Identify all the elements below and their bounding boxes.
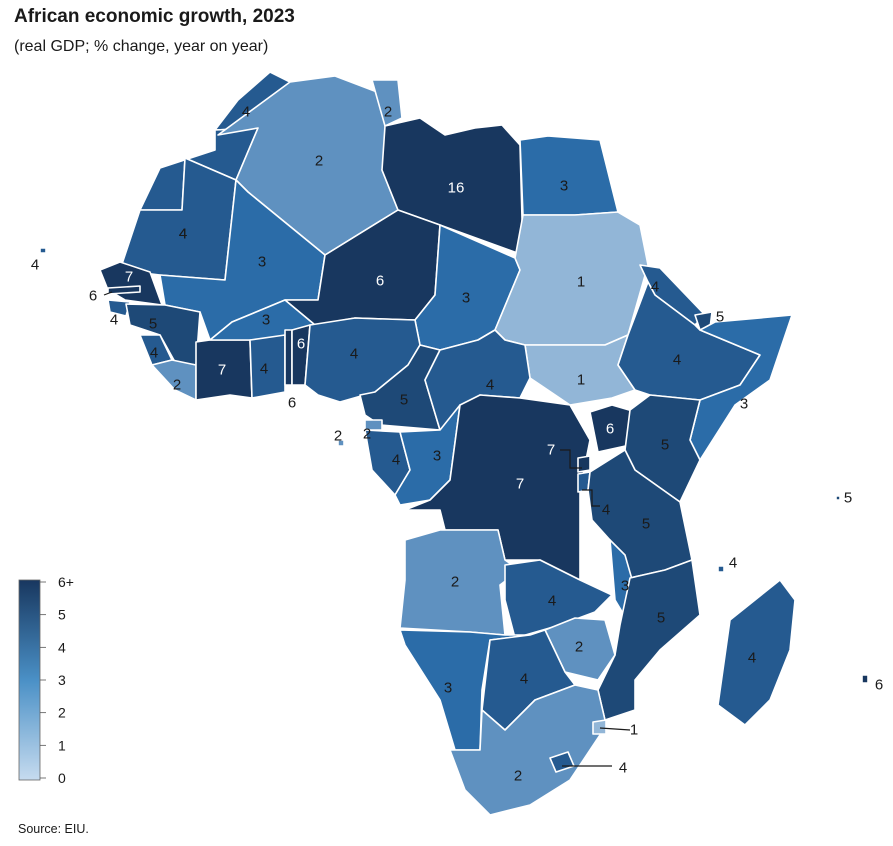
country-label-niger: 6 (376, 273, 384, 290)
leader-line (599, 727, 631, 731)
country-label-south-africa: 2 (514, 768, 522, 785)
country-label-somalia: 3 (740, 396, 748, 413)
country-label-mali: 3 (258, 254, 266, 271)
country-rwanda (577, 455, 591, 473)
country-mozambique (597, 559, 701, 721)
country-label-guinea-bissau: 4 (110, 312, 118, 329)
country-south-africa (449, 684, 606, 816)
country-namibia (399, 629, 531, 751)
country-label-eritrea: 4 (651, 279, 659, 296)
leader-line (560, 449, 582, 469)
country-comoros (717, 565, 725, 573)
country-label-gabon: 4 (392, 452, 400, 469)
country-label-djibouti: 5 (716, 309, 724, 326)
country-label-eswatini: 1 (630, 722, 638, 739)
country-label-dr-congo: 7 (516, 476, 524, 493)
country-label-guinea: 5 (149, 316, 157, 333)
country-label-mauritania: 4 (179, 226, 187, 243)
leader-line (103, 291, 113, 296)
country-label-congo: 3 (433, 448, 441, 465)
country-madagascar (717, 579, 796, 726)
country-togo (284, 329, 293, 386)
legend-tick-label: 5 (58, 607, 66, 623)
country-label-cote-divoire: 7 (218, 362, 226, 379)
country-label-zimbabwe: 2 (575, 639, 583, 656)
country-label-south-sudan: 1 (577, 372, 585, 389)
legend-tick-label: 0 (58, 770, 66, 786)
country-label-chad: 3 (462, 290, 470, 307)
country-label-algeria: 2 (315, 153, 323, 170)
country-label-morocco: 4 (242, 104, 250, 121)
country-label-equatorial-guinea: 2 (363, 426, 371, 443)
country-label-western-sahara: 4 (179, 226, 187, 243)
country-label-botswana: 4 (520, 671, 528, 688)
country-label-mozambique: 5 (657, 610, 665, 627)
country-label-malawi: 3 (621, 578, 629, 595)
country-label-angola: 2 (451, 574, 459, 591)
country-egypt (519, 135, 619, 216)
country-ghana (249, 334, 286, 399)
country-label-madagascar: 4 (748, 650, 756, 667)
country-label-togo: 6 (288, 395, 296, 412)
country-label-sao-tome: 2 (334, 428, 342, 445)
country-label-libya: 16 (448, 180, 465, 197)
country-label-comoros: 4 (729, 555, 737, 572)
country-label-ghana: 4 (260, 361, 268, 378)
leader-line (582, 489, 600, 507)
country-gambia (107, 285, 141, 295)
country-label-central-african-republic: 4 (486, 377, 494, 394)
country-label-burundi: 4 (602, 502, 610, 519)
country-tunisia (371, 79, 403, 127)
country-label-lesotho: 4 (619, 760, 627, 777)
country-guinea-bissau (107, 299, 131, 317)
country-label-zambia: 4 (548, 593, 556, 610)
country-label-kenya: 5 (661, 437, 669, 454)
country-south-sudan (524, 334, 636, 406)
country-mauritius (861, 674, 869, 684)
chart-title: African economic growth, 2023 (14, 6, 295, 27)
country-label-cameroon: 5 (400, 392, 408, 409)
country-label-sierra-leone: 4 (150, 345, 158, 362)
country-label-rwanda: 7 (547, 442, 555, 459)
country-label-senegal: 7 (125, 269, 133, 286)
country-label-ethiopia: 4 (673, 352, 681, 369)
country-equatorial-guinea (364, 419, 383, 431)
chart-subtitle: (real GDP; % change, year on year) (14, 38, 269, 55)
legend-tick-label: 1 (58, 737, 66, 753)
color-legend: 6+ 5 4 3 2 1 0 (18, 574, 74, 786)
country-label-tunisia: 2 (384, 104, 392, 121)
country-label-tanzania: 5 (642, 516, 650, 533)
country-label-burkina-faso: 3 (262, 312, 270, 329)
country-label-namibia: 3 (444, 680, 452, 697)
country-label-liberia: 2 (173, 377, 181, 394)
country-label-seychelles: 5 (844, 490, 852, 507)
legend-tick-label: 6+ (58, 574, 74, 590)
source-note: Source: EIU. (18, 822, 89, 836)
country-label-egypt: 3 (560, 178, 568, 195)
country-angola (399, 529, 521, 636)
country-label-mauritius: 6 (875, 677, 883, 694)
country-label-nigeria: 4 (350, 346, 358, 363)
country-label-cape-verde: 4 (31, 257, 39, 274)
country-seychelles (835, 495, 841, 501)
legend-tick-label: 4 (58, 639, 66, 655)
country-label-sudan: 1 (577, 274, 585, 291)
country-sao-tome (337, 439, 345, 447)
legend-colorbar (18, 579, 41, 781)
legend-tick-label: 2 (58, 705, 66, 721)
country-cape-verde (39, 247, 47, 254)
country-label-benin: 6 (297, 336, 305, 353)
legend-tick-label: 3 (58, 672, 66, 688)
country-eswatini (592, 719, 607, 735)
country-label-uganda: 6 (606, 421, 614, 438)
country-label-gambia: 6 (89, 288, 97, 305)
country-zambia (504, 559, 613, 639)
